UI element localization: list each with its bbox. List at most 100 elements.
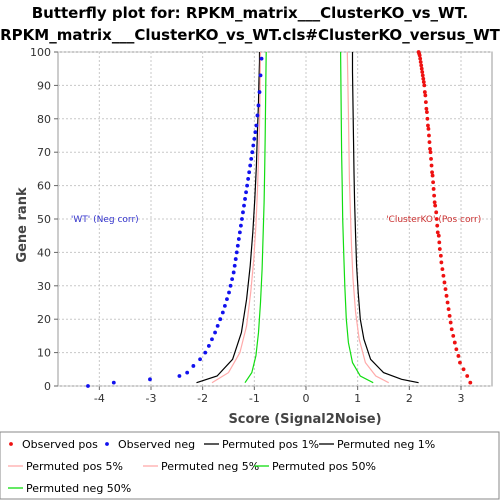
x-tick-label: -4 <box>94 392 105 405</box>
legend-marker-observed-neg <box>105 442 109 446</box>
data-point-observed-neg <box>228 283 233 288</box>
data-point-observed-neg <box>203 350 208 355</box>
data-point-observed-neg <box>86 384 90 388</box>
series-line-permuted-neg-50- <box>244 51 267 384</box>
data-point-observed-pos <box>461 367 466 372</box>
series-line-permuted-pos-1- <box>351 52 419 384</box>
data-point-observed-pos <box>419 66 424 71</box>
data-point-observed-pos <box>419 63 424 68</box>
data-point-observed-pos <box>437 240 442 245</box>
data-point-observed-pos <box>424 106 429 111</box>
legend-label-permuted-pos-50-: Permuted pos 50% <box>272 460 376 473</box>
legend-label-permuted-pos-5-: Permuted pos 5% <box>26 460 123 473</box>
y-tick-label: 20 <box>37 313 51 326</box>
y-tick-label: 80 <box>37 113 51 126</box>
data-point-observed-neg <box>240 217 244 221</box>
data-point-observed-neg <box>247 170 252 175</box>
y-tick-label: 10 <box>37 347 51 360</box>
legend-label-permuted-neg-5-: Permuted neg 5% <box>161 460 259 473</box>
data-point-observed-pos <box>420 70 425 74</box>
data-point-observed-pos <box>421 80 426 84</box>
data-point-observed-neg <box>246 177 251 181</box>
x-tick-label: -2 <box>197 392 208 405</box>
data-point-observed-pos <box>439 260 444 265</box>
data-point-observed-pos <box>429 156 433 161</box>
data-point-observed-pos <box>427 140 432 145</box>
data-point-observed-pos <box>452 340 457 345</box>
data-point-observed-pos <box>427 133 431 138</box>
data-point-observed-pos <box>428 146 432 151</box>
data-point-observed-neg <box>245 183 250 188</box>
data-point-observed-neg <box>233 257 238 261</box>
data-point-observed-neg <box>225 297 229 302</box>
data-point-observed-neg <box>111 380 116 385</box>
data-point-observed-pos <box>422 90 427 94</box>
data-point-observed-pos <box>438 253 443 258</box>
legend-label-observed-pos: Observed pos <box>22 438 98 451</box>
data-point-observed-pos <box>421 76 426 81</box>
data-point-observed-pos <box>425 110 429 115</box>
legend-label-permuted-pos-1-: Permuted pos 1% <box>222 438 319 451</box>
y-tick-label: 60 <box>37 180 51 193</box>
data-point-observed-pos <box>435 223 440 228</box>
y-tick-label: 0 <box>44 380 51 393</box>
y-tick-label: 30 <box>37 280 51 293</box>
data-point-observed-neg <box>254 123 259 128</box>
data-point-observed-neg <box>148 377 152 382</box>
data-point-observed-pos <box>433 203 438 208</box>
legend-label-observed-neg: Observed neg <box>118 438 195 451</box>
series-line-permuted-neg-1- <box>196 52 261 384</box>
data-point-observed-pos <box>423 93 428 98</box>
data-point-observed-pos <box>442 280 447 285</box>
chart-title-line-2: RPKM_matrix___ClusterKO_vs_WT.cls#Cluste… <box>0 26 500 44</box>
data-point-observed-pos <box>432 193 437 198</box>
data-point-observed-neg <box>239 223 243 228</box>
data-point-observed-pos <box>445 300 450 305</box>
data-point-observed-neg <box>236 237 241 241</box>
data-point-observed-neg <box>249 156 254 161</box>
data-point-observed-neg <box>206 344 211 348</box>
data-point-observed-pos <box>444 293 449 298</box>
data-point-observed-pos <box>429 163 434 168</box>
x-tick-label: -1 <box>249 392 260 405</box>
data-point-observed-pos <box>446 307 451 312</box>
data-point-observed-pos <box>430 170 434 175</box>
x-tick-label: -3 <box>146 392 157 405</box>
chart-title-line-1: Butterfly plot for: RPKM_matrix___Cluste… <box>32 4 469 22</box>
data-point-observed-neg <box>232 263 237 268</box>
data-point-observed-pos <box>416 50 421 54</box>
data-point-observed-neg <box>222 303 227 308</box>
data-point-observed-neg <box>259 56 264 61</box>
data-point-observed-neg <box>244 190 248 195</box>
data-point-observed-neg <box>248 163 253 168</box>
data-point-observed-neg <box>191 364 196 368</box>
y-tick-label: 100 <box>30 46 51 59</box>
y-tick-label: 70 <box>37 146 51 159</box>
data-point-observed-pos <box>418 60 423 64</box>
series-line-permuted-pos-5- <box>346 51 389 384</box>
data-point-observed-pos <box>437 247 442 251</box>
data-point-observed-neg <box>231 270 236 275</box>
side-annotation: 'ClusterKO' (Pos corr) <box>386 215 481 225</box>
data-point-observed-neg <box>177 374 182 378</box>
data-point-observed-neg <box>235 243 240 248</box>
data-point-observed-pos <box>458 360 462 365</box>
data-point-observed-pos <box>447 313 452 318</box>
data-point-observed-neg <box>243 197 247 201</box>
data-point-observed-pos <box>443 287 448 292</box>
legend-marker-observed-pos <box>9 442 13 446</box>
data-point-observed-neg <box>210 337 214 342</box>
y-tick-label: 50 <box>37 213 51 226</box>
data-point-observed-pos <box>434 217 439 221</box>
series-line-permuted-neg-5- <box>211 51 262 384</box>
data-point-observed-neg <box>257 90 262 94</box>
x-tick-label: 1 <box>354 392 361 405</box>
data-point-observed-neg <box>251 143 256 148</box>
y-axis-label: Gene rank <box>15 187 30 263</box>
legend-label-permuted-neg-50-: Permuted neg 50% <box>26 482 131 495</box>
data-point-observed-neg <box>255 113 260 118</box>
x-axis-label: Score (Signal2Noise) <box>228 412 381 427</box>
data-point-observed-neg <box>234 250 239 255</box>
data-point-observed-pos <box>432 200 437 205</box>
